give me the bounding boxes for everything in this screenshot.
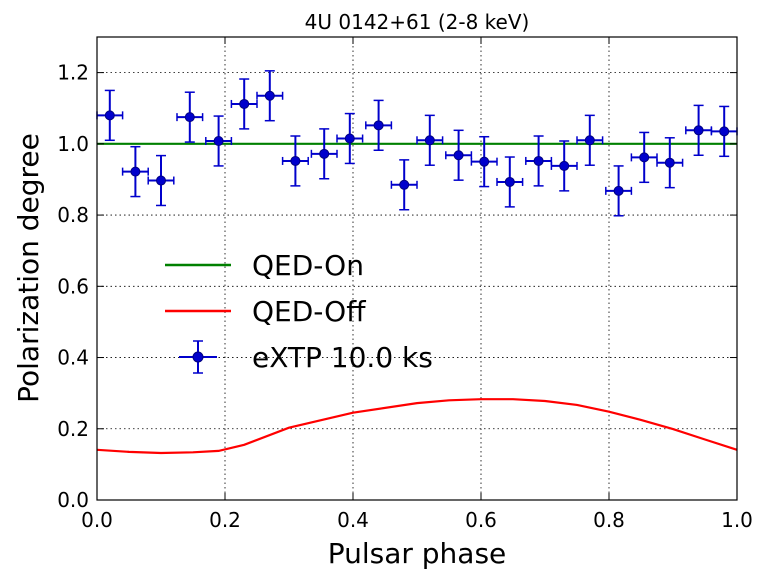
x-tick-label: 0.8 — [593, 508, 625, 532]
data-point — [479, 156, 490, 167]
legend-label: eXTP 10.0 ks — [252, 341, 433, 374]
x-axis-label: Pulsar phase — [328, 537, 507, 570]
data-point — [424, 135, 435, 146]
y-tick-label: 1.2 — [57, 61, 89, 85]
data-point — [373, 120, 384, 131]
x-tick-label: 0.6 — [465, 508, 497, 532]
data-point — [453, 150, 464, 161]
plot-area — [96, 70, 738, 455]
legend-marker — [192, 351, 204, 363]
x-tick-label: 0.0 — [81, 508, 113, 532]
legend: QED-On QED-Off eXTP 10.0 ks — [165, 249, 433, 374]
data-point — [504, 176, 515, 187]
data-point — [290, 155, 301, 166]
x-tick-label: 0.2 — [209, 508, 241, 532]
y-tick-label: 1.0 — [57, 132, 89, 156]
chart-title: 4U 0142+61 (2-8 keV) — [305, 10, 530, 34]
data-point — [639, 152, 650, 163]
y-tick-label: 0.2 — [57, 417, 89, 441]
legend-label: QED-On — [252, 249, 364, 282]
data-point — [319, 148, 330, 159]
data-point — [693, 125, 704, 136]
data-point — [719, 126, 730, 137]
y-axis-label: Polarization degree — [12, 133, 45, 403]
data-point — [664, 157, 675, 168]
plot-frame — [96, 36, 738, 501]
y-tick-label: 0.8 — [57, 203, 89, 227]
data-point — [559, 160, 570, 171]
y-tick-label: 0.0 — [57, 488, 89, 512]
data-point — [613, 185, 624, 196]
data-point — [156, 175, 166, 186]
x-tick-label: 0.4 — [337, 508, 369, 532]
data-point — [239, 98, 250, 109]
x-tick-label: 1.0 — [721, 508, 753, 532]
axis-ticks: 0.0 0.2 0.4 0.6 0.8 1.0 0.0 0.2 0.4 0.6 0.8 1.0 1.2 — [57, 37, 753, 532]
data-point — [184, 112, 195, 123]
data-point — [130, 166, 141, 177]
y-tick-label: 0.6 — [57, 274, 89, 298]
y-tick-label: 0.4 — [57, 346, 89, 370]
data-point — [533, 155, 544, 166]
data-point — [264, 90, 275, 101]
data-point — [399, 179, 410, 190]
data-point — [584, 135, 595, 146]
qed-off-line — [96, 398, 738, 455]
legend-label: QED-Off — [252, 295, 366, 328]
data-point — [213, 135, 224, 146]
data-point — [104, 110, 115, 121]
data-point — [344, 133, 355, 144]
